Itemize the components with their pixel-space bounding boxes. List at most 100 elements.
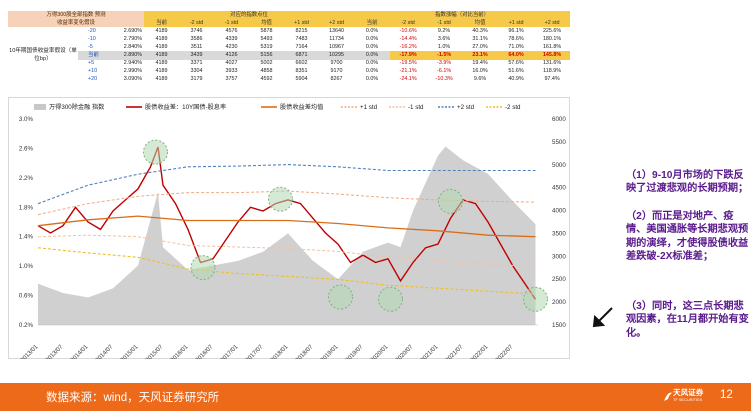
table-cell: 3757 bbox=[225, 76, 238, 83]
note-2: （2）而正是对地产、疫情、美国通胀等长期悲观预期的演绎，才使得股债收益差跌破-2… bbox=[626, 211, 749, 262]
table-row: -5 2.840% 4189 3511 4230 5319 7164 10967 0.0% -16… bbox=[8, 43, 570, 51]
table-cell: 5904 bbox=[295, 76, 308, 83]
row-yield-value: 2.890% bbox=[123, 52, 143, 59]
note-3: （3）同时，这三点长期悲观因素，在11月都开始有变化。 bbox=[626, 301, 749, 339]
table-row: 10年期国债收益率假设（单位bp） -20 2.690% 4189 3746 4576 58… bbox=[8, 27, 570, 62]
row-bp-label: -5 2.840% bbox=[88, 43, 143, 50]
table-cell: 118.9% bbox=[543, 68, 562, 75]
minus2-std-line bbox=[37, 247, 536, 295]
table-cell: 13640 bbox=[329, 27, 345, 34]
table-cell: 4189 bbox=[155, 76, 168, 83]
row-yield-value: 2.690% bbox=[123, 27, 143, 34]
table-cell: 40.3% bbox=[472, 27, 488, 34]
footer-bar: 数据来源：wind，天风证券研究所 天风证券 TF SECURITIES 12 bbox=[0, 383, 751, 411]
table-cell: 9.2% bbox=[437, 27, 451, 34]
legend-swatch bbox=[34, 104, 46, 110]
table-cell: 4189 bbox=[155, 60, 168, 67]
table-col-header: +1 std bbox=[498, 19, 535, 28]
arrow-icon bbox=[592, 307, 613, 328]
table-cell: 4027 bbox=[225, 60, 238, 67]
table-row: -10 2.790% 4189 3586 4339 5493 7483 11734 0.0% -1… bbox=[8, 35, 570, 43]
table-cell: 4230 bbox=[225, 43, 238, 50]
table-cell: 1.0% bbox=[437, 43, 451, 50]
table-cell: -10.6% bbox=[399, 27, 417, 34]
y-left-tick-label: 1.0% bbox=[19, 263, 34, 270]
table-corner-title: 万得300股全部指数 预测 bbox=[8, 11, 145, 20]
table-cell: 6871 bbox=[284, 51, 320, 60]
table-cell: 23.1% bbox=[462, 51, 499, 60]
legend-label: -1 std bbox=[408, 104, 424, 111]
table-cell: 4189 bbox=[155, 43, 168, 50]
table-cell: 180.1% bbox=[542, 35, 562, 42]
page-number: 12 bbox=[720, 389, 733, 401]
table-cell: 3586 bbox=[190, 35, 203, 42]
table-cell: 0.0% bbox=[365, 68, 379, 75]
table-corner-subtitle: 收益率变化假设 bbox=[8, 19, 145, 28]
row-yield-value: 2.790% bbox=[123, 35, 143, 42]
legend-label: 万得300除金融 指数 bbox=[49, 103, 105, 111]
row-bp-label: +20 3.090% bbox=[88, 76, 143, 83]
table-cell: 4576 bbox=[225, 27, 238, 34]
logo-text: 天风证券 bbox=[673, 388, 704, 397]
y-right-tick-label: 4000 bbox=[552, 208, 566, 215]
highlight-circle bbox=[378, 286, 403, 312]
minus1-std-line bbox=[37, 234, 536, 267]
y-right-tick-label: 3500 bbox=[552, 230, 566, 237]
spread-chart: 万得300除金融 指数 股债收益差：10Y国债-股息率 股债收益差均值 +1 std -… bbox=[8, 97, 570, 364]
row-bp-label: -10 2.790% bbox=[88, 35, 143, 42]
table-cell: 3371 bbox=[190, 60, 203, 67]
legend-label: 股债收益差均值 bbox=[280, 103, 323, 111]
table-col-header: -1 std bbox=[214, 19, 250, 28]
table-cell: -10.3% bbox=[435, 76, 453, 83]
table-col-header: 均值 bbox=[462, 19, 499, 28]
y-right-tick-label: 3000 bbox=[552, 253, 566, 260]
table-cell: -6.1% bbox=[437, 68, 452, 75]
table-cell: 0.0% bbox=[365, 76, 379, 83]
table-cell: 0.0% bbox=[365, 60, 379, 67]
table-row: 当前 2.890% 4189 3439 4126 5156 6871 10295 0.0% -17… bbox=[8, 51, 571, 60]
table-cell: 64.0% bbox=[498, 51, 535, 60]
y-right-tick-label: 1500 bbox=[552, 322, 566, 329]
row-yield-value: 2.990% bbox=[123, 68, 143, 75]
y-left-tick-label: 1.8% bbox=[19, 204, 34, 211]
table-col-header: -2 std bbox=[390, 19, 427, 28]
table-cell: -24.1% bbox=[399, 76, 417, 83]
table-body: 10年期国债收益率假设（单位bp） -20 2.690% 4189 3746 4576 58… bbox=[8, 27, 571, 84]
index-area-layer bbox=[38, 146, 536, 325]
table-cell: 3179 bbox=[190, 76, 203, 83]
table-cell: 6602 bbox=[295, 60, 308, 67]
table-cell: 3304 bbox=[190, 68, 203, 75]
y-left-tick-label: 2.2% bbox=[19, 175, 34, 182]
data-source-text: 数据来源：wind，天风证券研究所 bbox=[46, 392, 220, 404]
table-cell: -17.9% bbox=[390, 51, 427, 60]
table-cell: 78.6% bbox=[508, 35, 524, 42]
chart-legend: 万得300除金融 指数 股债收益差：10Y国债-股息率 股债收益差均值 +1 std -… bbox=[34, 103, 521, 111]
row-bp-label: +5 2.940% bbox=[88, 60, 143, 67]
y-left-tick-label: 1.4% bbox=[19, 234, 34, 241]
table-cell: -19.5% bbox=[399, 60, 417, 67]
y-right-tick-label: 2500 bbox=[552, 276, 566, 283]
table-col-header: -2 std bbox=[179, 19, 215, 28]
table-cell: -21.1% bbox=[399, 68, 417, 75]
row-yield-value: 2.940% bbox=[123, 60, 143, 67]
table-cell: 11734 bbox=[329, 35, 344, 42]
table-cell: 71.0% bbox=[508, 43, 524, 50]
spread-chart-svg: 万得300除金融 指数 股债收益差：10Y国债-股息率 股债收益差均值 +1 std -… bbox=[8, 97, 570, 364]
highlight-circle bbox=[143, 139, 168, 165]
y-left-tick-label: 0.6% bbox=[19, 293, 34, 300]
plus2-std-line bbox=[37, 164, 536, 205]
table-cell: 3746 bbox=[190, 27, 203, 34]
table-header-row-2: 收益率变化假设 当前 -2 std -1 std 均值 +1 std +2 st… bbox=[8, 19, 571, 28]
highlight-circle bbox=[523, 286, 548, 312]
highlight-circles bbox=[143, 139, 548, 312]
table-cell: 3933 bbox=[225, 68, 238, 75]
mean-line bbox=[37, 215, 536, 238]
table-cell: 225.6% bbox=[542, 27, 562, 34]
table-group-index-returns: 指数涨幅（对比当前） bbox=[354, 11, 571, 20]
legend-label: +1 std bbox=[360, 104, 378, 111]
table-cell: 9700 bbox=[330, 60, 343, 67]
row-group-label: 10年期国债收益率假设（单位bp） bbox=[9, 48, 77, 62]
table-col-header: +2 std bbox=[319, 19, 355, 28]
legend-label: 股债收益差：10Y国债-股息率 bbox=[145, 103, 226, 111]
table-cell: 4189 bbox=[155, 68, 168, 75]
